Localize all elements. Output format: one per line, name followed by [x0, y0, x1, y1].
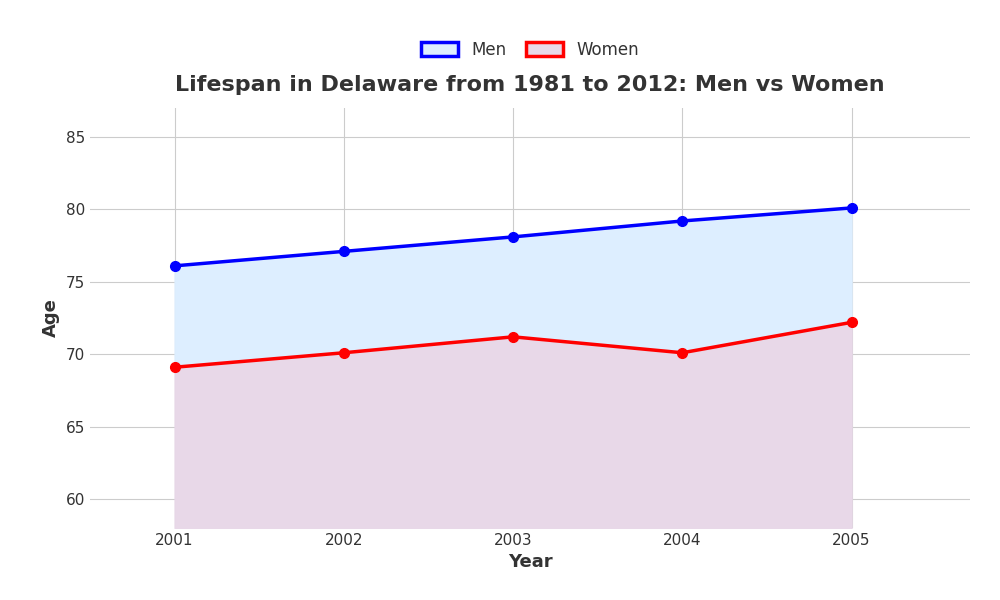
X-axis label: Year: Year	[508, 553, 552, 571]
Legend: Men, Women: Men, Women	[421, 41, 639, 59]
Title: Lifespan in Delaware from 1981 to 2012: Men vs Women: Lifespan in Delaware from 1981 to 2012: …	[175, 76, 885, 95]
Y-axis label: Age: Age	[42, 299, 60, 337]
